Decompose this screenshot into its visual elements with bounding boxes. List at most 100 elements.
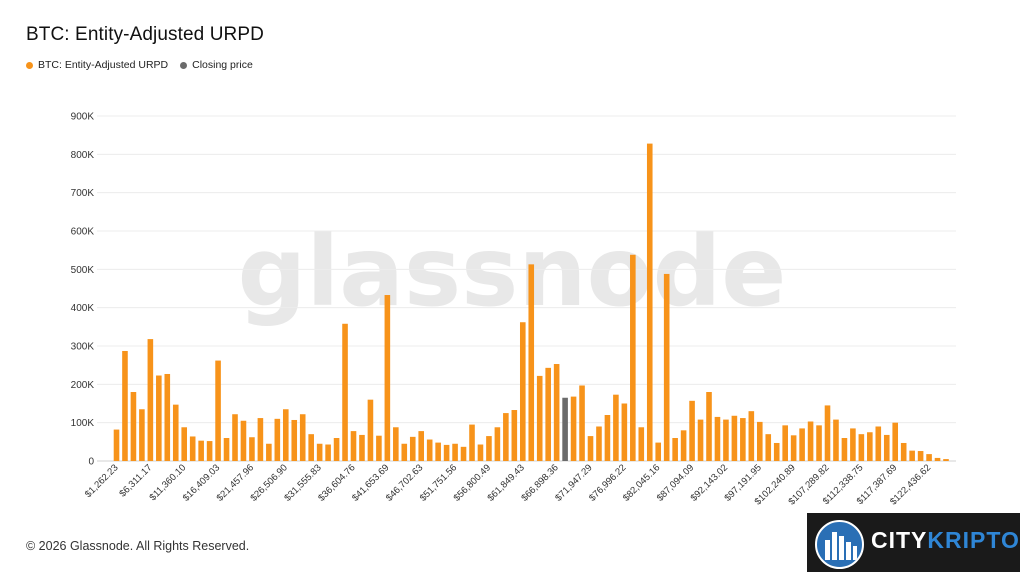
urpd-bar[interactable] [943, 459, 949, 461]
urpd-bar[interactable] [113, 429, 120, 461]
legend-item-closing-price[interactable]: Closing price [180, 59, 253, 71]
closing-price-bar[interactable] [562, 397, 568, 461]
urpd-bar[interactable] [376, 435, 382, 461]
urpd-bar[interactable] [291, 419, 298, 461]
urpd-bar[interactable] [689, 400, 695, 461]
urpd-bar[interactable] [384, 295, 391, 461]
urpd-bar[interactable] [740, 418, 746, 461]
urpd-bar[interactable] [282, 409, 289, 461]
urpd-bar[interactable] [536, 375, 543, 461]
urpd-bar[interactable] [130, 392, 137, 461]
urpd-bar[interactable] [460, 446, 467, 461]
urpd-bar[interactable] [486, 436, 492, 461]
urpd-bar[interactable] [164, 373, 171, 461]
urpd-bar[interactable] [638, 427, 645, 461]
urpd-bar[interactable] [469, 424, 475, 461]
urpd-bar[interactable] [917, 451, 924, 461]
urpd-bar[interactable] [181, 427, 188, 461]
urpd-bar[interactable] [215, 360, 221, 461]
urpd-bar[interactable] [892, 422, 899, 461]
urpd-bar[interactable] [875, 426, 882, 462]
urpd-bar[interactable] [189, 436, 196, 461]
urpd-bar[interactable] [511, 410, 518, 461]
urpd-bar[interactable] [206, 441, 213, 461]
urpd-bar[interactable] [477, 444, 484, 461]
urpd-bar[interactable] [333, 438, 340, 461]
urpd-bar[interactable] [824, 405, 831, 461]
urpd-bar[interactable] [299, 414, 306, 461]
urpd-bar[interactable] [528, 264, 535, 461]
urpd-bar[interactable] [756, 421, 763, 461]
urpd-bar[interactable] [723, 419, 729, 461]
urpd-bar[interactable] [367, 399, 374, 461]
urpd-bar[interactable] [401, 443, 408, 461]
urpd-bar[interactable] [731, 415, 738, 461]
urpd-bar[interactable] [503, 413, 509, 461]
urpd-bar[interactable] [316, 443, 323, 461]
urpd-bar[interactable] [266, 443, 272, 461]
urpd-bar[interactable] [646, 143, 653, 461]
urpd-bar[interactable] [342, 323, 348, 461]
urpd-bar[interactable] [867, 432, 873, 461]
urpd-bar[interactable] [909, 450, 915, 461]
urpd-bar[interactable] [519, 322, 526, 461]
urpd-bar[interactable] [807, 421, 814, 461]
urpd-bar[interactable] [663, 273, 670, 461]
urpd-bar[interactable] [122, 350, 128, 461]
urpd-bar[interactable] [621, 403, 628, 462]
urpd-bar[interactable] [773, 442, 780, 461]
urpd-bar[interactable] [435, 442, 441, 461]
urpd-bar[interactable] [596, 426, 602, 462]
urpd-bar[interactable] [579, 385, 585, 461]
urpd-bar[interactable] [350, 431, 357, 461]
urpd-bar[interactable] [443, 444, 450, 461]
urpd-bar[interactable] [630, 254, 636, 461]
urpd-bar[interactable] [553, 364, 560, 461]
urpd-bar[interactable] [799, 428, 805, 461]
urpd-bar[interactable] [156, 375, 162, 461]
urpd-bar[interactable] [850, 428, 856, 461]
urpd-bar[interactable] [765, 434, 772, 461]
urpd-bar[interactable] [672, 438, 678, 461]
urpd-bar[interactable] [748, 411, 755, 461]
urpd-bar[interactable] [570, 396, 577, 461]
urpd-bar[interactable] [198, 440, 204, 461]
urpd-bar[interactable] [790, 435, 797, 461]
urpd-bar[interactable] [494, 427, 501, 461]
urpd-bar[interactable] [697, 419, 704, 461]
legend-item-urpd[interactable]: BTC: Entity-Adjusted URPD [26, 59, 168, 71]
urpd-bar[interactable] [604, 415, 611, 461]
urpd-bar[interactable] [240, 420, 247, 461]
urpd-bar[interactable] [452, 443, 458, 461]
urpd-bar[interactable] [655, 442, 662, 461]
urpd-bar[interactable] [147, 339, 154, 461]
urpd-bar[interactable] [841, 438, 848, 461]
urpd-bar[interactable] [587, 436, 594, 461]
urpd-bar[interactable] [223, 438, 230, 461]
urpd-bar[interactable] [426, 439, 433, 461]
urpd-bar[interactable] [545, 367, 551, 461]
urpd-bar[interactable] [613, 394, 619, 461]
urpd-bar[interactable] [359, 434, 365, 461]
urpd-bar[interactable] [393, 427, 399, 461]
urpd-bar[interactable] [680, 430, 687, 461]
urpd-bar[interactable] [249, 437, 255, 461]
urpd-bar[interactable] [232, 414, 238, 461]
urpd-bar[interactable] [172, 404, 179, 461]
urpd-bar[interactable] [257, 418, 264, 461]
urpd-bar[interactable] [934, 457, 941, 461]
urpd-bar[interactable] [782, 425, 788, 461]
urpd-bar[interactable] [858, 434, 865, 461]
urpd-bar[interactable] [926, 454, 932, 461]
urpd-bar[interactable] [833, 419, 839, 461]
urpd-bar[interactable] [706, 392, 712, 461]
urpd-bar[interactable] [714, 416, 721, 461]
urpd-bar[interactable] [139, 409, 145, 461]
urpd-bar[interactable] [816, 425, 822, 461]
urpd-bar[interactable] [418, 431, 425, 461]
urpd-bar[interactable] [900, 442, 907, 461]
urpd-bar[interactable] [409, 436, 416, 461]
urpd-bar[interactable] [883, 434, 890, 461]
urpd-bar[interactable] [274, 418, 281, 461]
urpd-bar[interactable] [325, 444, 331, 461]
